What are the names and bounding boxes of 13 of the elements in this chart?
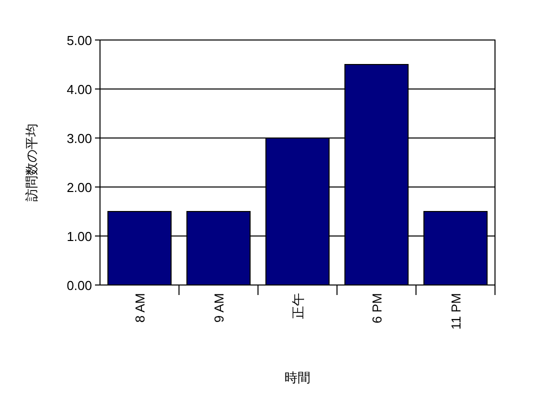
y-tick-label: 4.00	[66, 82, 92, 97]
x-tick-label: 11 PM	[448, 293, 464, 330]
y-tick-label: 1.00	[66, 229, 92, 244]
x-tick-label: 8 AM	[132, 293, 148, 323]
y-tick-label: 0.00	[66, 278, 92, 293]
x-axis-title: 時間	[284, 370, 310, 385]
y-axis-title: 訪問数の平均	[24, 124, 39, 202]
y-tick-label: 3.00	[66, 131, 92, 146]
y-tick-label: 5.00	[66, 33, 92, 48]
x-tick-label: 6 PM	[370, 293, 384, 324]
x-tick-label: 正午	[290, 293, 306, 319]
x-tick-label: 9 AM	[212, 293, 226, 323]
y-tick-label: 2.00	[66, 180, 92, 195]
